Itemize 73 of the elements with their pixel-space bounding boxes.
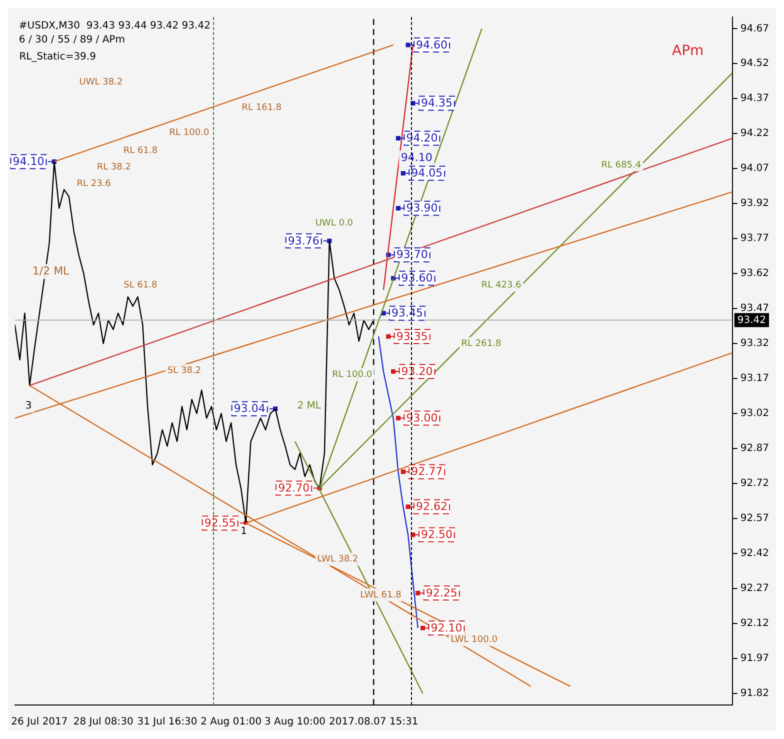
- annotation: RL 23.6: [76, 178, 112, 189]
- annotation: APm: [672, 43, 704, 60]
- annotation: 1: [240, 526, 247, 538]
- text: 6 / 30 / 55 / 89 / APm: [18, 34, 125, 46]
- data-label: 93.60: [401, 272, 433, 285]
- annotation: RL 100.0: [169, 128, 210, 138]
- y-tick-label: 92.87: [740, 443, 770, 454]
- annotation: RL 423.6: [481, 280, 522, 291]
- x-tick-label: 3 Aug 10:00: [264, 716, 326, 728]
- annotation: RL 161.8: [242, 103, 282, 114]
- data-label: 93.70: [396, 248, 428, 262]
- data-label: 92.50: [420, 528, 452, 542]
- chart-title: #USDX,M30 93.43 93.44 93.42 93.42: [18, 20, 210, 32]
- y-tick-label: 92.12: [740, 618, 770, 629]
- annotation: UWL 38.2: [79, 78, 123, 88]
- data-label: 93.00: [406, 412, 438, 424]
- y-tick-label: 92.27: [740, 582, 770, 594]
- annotation: LWL 100.0: [450, 634, 498, 645]
- x-tick-label: 2 Aug 01:00: [200, 716, 262, 728]
- annotation: SL 61.8: [124, 280, 158, 291]
- y-tick-label: 92.57: [740, 513, 770, 524]
- data-label: 94.10: [12, 154, 44, 168]
- data-label: 93.04: [234, 402, 266, 416]
- y-tick-label: 93.17: [740, 373, 770, 384]
- x-tick-label: 2017.08.07 15:31: [329, 716, 418, 728]
- annotation: 94.10: [400, 150, 432, 164]
- data-label: 93.35: [396, 330, 428, 343]
- annotation: RL_Static=39.9: [19, 52, 96, 62]
- data-label: 93.45: [391, 306, 423, 320]
- annotation: LWL 38.2: [317, 554, 358, 564]
- data-label: 93.76: [288, 234, 320, 248]
- annotation: RL 685.4: [601, 160, 642, 170]
- y-tick-label: 92.42: [740, 548, 770, 559]
- y-tick-label: 94.07: [740, 163, 770, 174]
- annotation: UWL 0.0: [315, 218, 354, 229]
- y-tick-label: 92.72: [740, 478, 770, 490]
- annotation: RL 261.8: [461, 339, 502, 350]
- y-tick-label: 93.77: [740, 233, 770, 244]
- annotation: 1/2 ML: [32, 264, 70, 278]
- data-label: 92.10: [430, 621, 462, 634]
- data-label: 93.20: [401, 364, 433, 378]
- y-tick-label: 93.02: [740, 408, 770, 420]
- data-label: 92.25: [426, 586, 458, 600]
- annotation: RL 100.0: [332, 370, 372, 380]
- data-label: 94.20: [406, 132, 438, 145]
- data-label: 94.60: [416, 38, 448, 52]
- y-tick-label: 93.32: [740, 338, 770, 350]
- data-label: 94.05: [411, 166, 443, 180]
- y-tick-label: 94.67: [740, 23, 770, 34]
- x-tick-label: 28 Jul 08:30: [73, 716, 134, 728]
- ref-line-label: 93.42: [737, 314, 766, 326]
- y-tick-label: 91.82: [740, 688, 770, 699]
- data-label: 94.35: [420, 96, 452, 110]
- data-label: 92.55: [204, 516, 236, 530]
- y-tick-label: 93.92: [740, 198, 770, 210]
- annotation: 3: [25, 400, 32, 412]
- y-tick-label: 93.62: [740, 268, 770, 280]
- data-label: 92.70: [278, 481, 310, 494]
- data-label: 92.77: [411, 465, 443, 478]
- annotation: SL 38.2: [167, 366, 202, 376]
- x-tick-label: 26 Jul 2017: [11, 716, 68, 728]
- y-tick-label: 93.47: [740, 303, 770, 314]
- annotation: LWL 61.8: [360, 590, 402, 600]
- y-tick-label: 91.97: [740, 652, 770, 664]
- y-tick-label: 94.22: [740, 128, 770, 140]
- x-tick-label: 31 Jul 16:30: [137, 716, 198, 728]
- data-label: 92.62: [416, 500, 448, 514]
- annotation: RL 38.2: [96, 162, 131, 172]
- annotation: 2 ML: [297, 400, 322, 412]
- y-tick-label: 94.37: [740, 93, 770, 104]
- data-label: 93.90: [406, 202, 438, 215]
- y-tick-label: 94.52: [740, 58, 770, 70]
- annotation: RL 61.8: [123, 146, 158, 156]
